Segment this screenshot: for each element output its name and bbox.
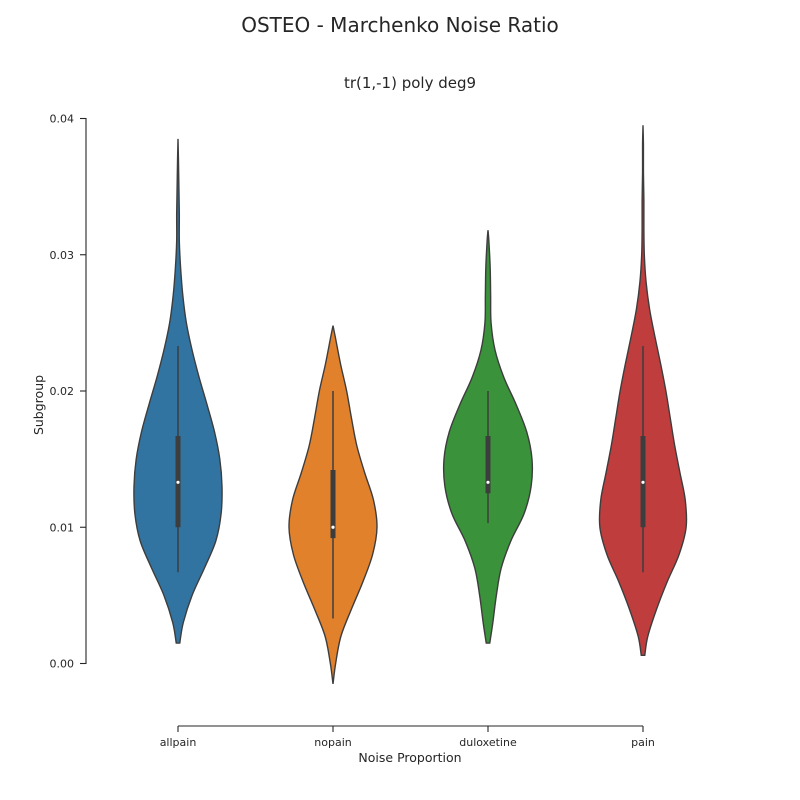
chart-title: OSTEO - Marchenko Noise Ratio bbox=[241, 13, 559, 37]
y-tick-label: 0.03 bbox=[50, 249, 75, 262]
y-tick-label: 0.00 bbox=[50, 658, 75, 671]
x-tick-label: nopain bbox=[314, 736, 351, 749]
x-tick-label: allpain bbox=[160, 736, 197, 749]
y-tick-label: 0.04 bbox=[50, 113, 75, 126]
violin-allpain bbox=[133, 138, 223, 644]
x-tick-label: pain bbox=[631, 736, 655, 749]
x-ticks: allpain nopain duloxetine pain bbox=[160, 726, 655, 749]
y-tick-label: 0.01 bbox=[50, 521, 75, 534]
violin-median-point bbox=[331, 525, 335, 529]
y-tick-label: 0.02 bbox=[50, 385, 75, 398]
violin-median-point bbox=[641, 480, 645, 484]
x-axis-label: Noise Proportion bbox=[358, 750, 461, 765]
violin-nopain bbox=[288, 325, 378, 685]
violin-median-point bbox=[486, 480, 490, 484]
violin-median-point bbox=[176, 480, 180, 484]
y-axis-label: Subgroup bbox=[31, 375, 46, 435]
x-tick-label: duloxetine bbox=[459, 736, 517, 749]
chart-subtitle: tr(1,-1) poly deg9 bbox=[344, 74, 476, 92]
violins-layer bbox=[133, 125, 688, 685]
y-ticks: 0.00 0.01 0.02 0.03 0.04 bbox=[50, 113, 86, 671]
violin-pain bbox=[598, 125, 688, 657]
violin-duloxetine bbox=[442, 230, 534, 644]
